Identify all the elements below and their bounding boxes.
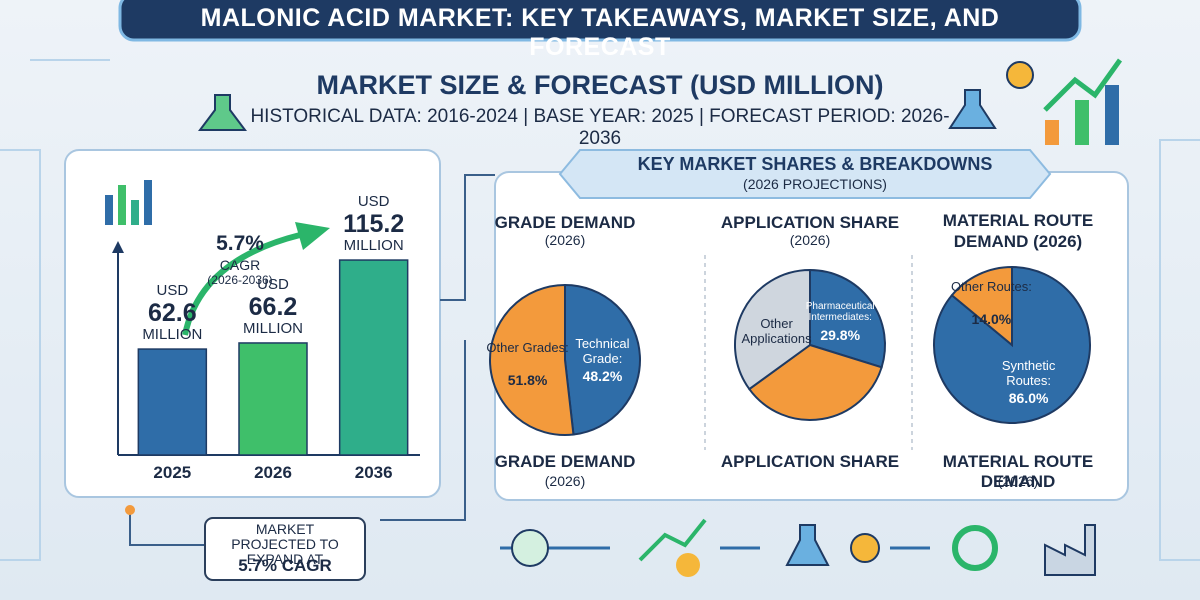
- slice-label: Pharmaceutical Intermediates:: [805, 300, 875, 323]
- pie-caption: GRADE DEMAND: [494, 452, 636, 471]
- icon: [105, 195, 113, 225]
- icon: [676, 553, 700, 577]
- pie-slice: [747, 343, 883, 421]
- pie-caption-sub: (2026): [544, 473, 586, 489]
- connector-dot: [125, 505, 135, 515]
- slice-label: Synthetic Routes:: [1001, 358, 1056, 389]
- section-title: MARKET SIZE & FORECAST (USD MILLION): [316, 70, 884, 100]
- slice-value: 14.0%: [971, 311, 1012, 328]
- circuit: [1159, 139, 1200, 561]
- pie-caption-sub: (2026): [997, 473, 1039, 489]
- pie-caption: APPLICATION SHARE: [720, 452, 900, 471]
- icon: [1043, 58, 1123, 112]
- annotation: (2026-2036): [207, 273, 273, 287]
- circuit: [0, 149, 41, 561]
- callout-text: MARKET PROJECTED TO EXPAND AT: [231, 521, 339, 567]
- pie-slice: [734, 268, 811, 391]
- axis-arrow: [112, 241, 124, 253]
- icon: [1075, 100, 1089, 145]
- slice-value: 48.2%: [582, 367, 623, 384]
- callout-highlight: 5.7% CAGR: [238, 556, 332, 575]
- value-label: USD 62.6 MILLION: [142, 282, 203, 344]
- x-tick-label: 2025: [153, 463, 192, 482]
- bar: [238, 342, 308, 456]
- shares-banner: [558, 149, 1052, 199]
- icon: [638, 518, 707, 562]
- pie-slice: [809, 268, 886, 369]
- icon: [144, 180, 152, 225]
- connector: [380, 174, 495, 521]
- icon: [198, 94, 247, 131]
- title-banner: [118, 0, 1082, 42]
- value-label: USD 66.2 MILLION: [242, 275, 303, 337]
- icon: [118, 185, 126, 225]
- page-title: MALONIC ACID MARKET: KEY TAKEAWAYS, MARK…: [200, 4, 1000, 61]
- callout-box: [204, 517, 366, 581]
- cagr-arrowhead: [295, 222, 330, 250]
- icon: [1006, 61, 1034, 89]
- icon: [850, 533, 880, 563]
- shares-title: KEY MARKET SHARES & BREAKDOWNS: [637, 154, 993, 174]
- pie-slice: [564, 283, 641, 436]
- slice-value: 51.8%: [507, 372, 548, 389]
- pie-subtitle: (2026): [789, 232, 831, 248]
- icon: [785, 524, 830, 566]
- pie-slice: [950, 265, 1013, 348]
- x-tick-label: 2026: [254, 463, 292, 482]
- cagr-arrow: [182, 232, 301, 336]
- slice-label: Other Grades:: [486, 340, 569, 356]
- icon: [948, 89, 997, 129]
- shares-subtitle: (2026 PROJECTIONS): [743, 176, 887, 192]
- icon: [1105, 85, 1119, 145]
- slice-value: 29.8%: [820, 326, 861, 343]
- annotation: CAGR: [219, 257, 261, 273]
- icon: [1044, 524, 1096, 576]
- pie-title: APPLICATION SHARE: [720, 213, 900, 232]
- icon: [131, 200, 139, 225]
- slice-label: Technical Grade:: [575, 335, 630, 366]
- icon: [511, 529, 549, 567]
- pie-slice: [489, 283, 575, 436]
- slice-value: 86.0%: [1008, 390, 1049, 407]
- bar: [137, 348, 208, 456]
- pie-caption: MATERIAL ROUTE DEMAND: [942, 452, 1094, 491]
- x-tick-label: 2036: [354, 463, 393, 482]
- bar: [338, 259, 409, 456]
- slice-label: Other Routes:: [950, 279, 1032, 295]
- pie-title: MATERIAL ROUTE DEMAND (2026): [942, 211, 1094, 251]
- pie-title: GRADE DEMAND: [494, 213, 636, 232]
- slice-label: Other Applications: [741, 315, 812, 346]
- circuit-lines: [0, 59, 1200, 561]
- annotation: 5.7%: [216, 232, 264, 255]
- connector: [129, 510, 205, 546]
- icons: [105, 58, 1123, 577]
- period-note: HISTORICAL DATA: 2016-2024 | BASE YEAR: …: [250, 106, 950, 149]
- value-label: USD 115.2 MILLION: [343, 193, 405, 255]
- pie-subtitle: (2026): [544, 232, 586, 248]
- icon: [952, 525, 998, 571]
- icon: [1045, 120, 1059, 145]
